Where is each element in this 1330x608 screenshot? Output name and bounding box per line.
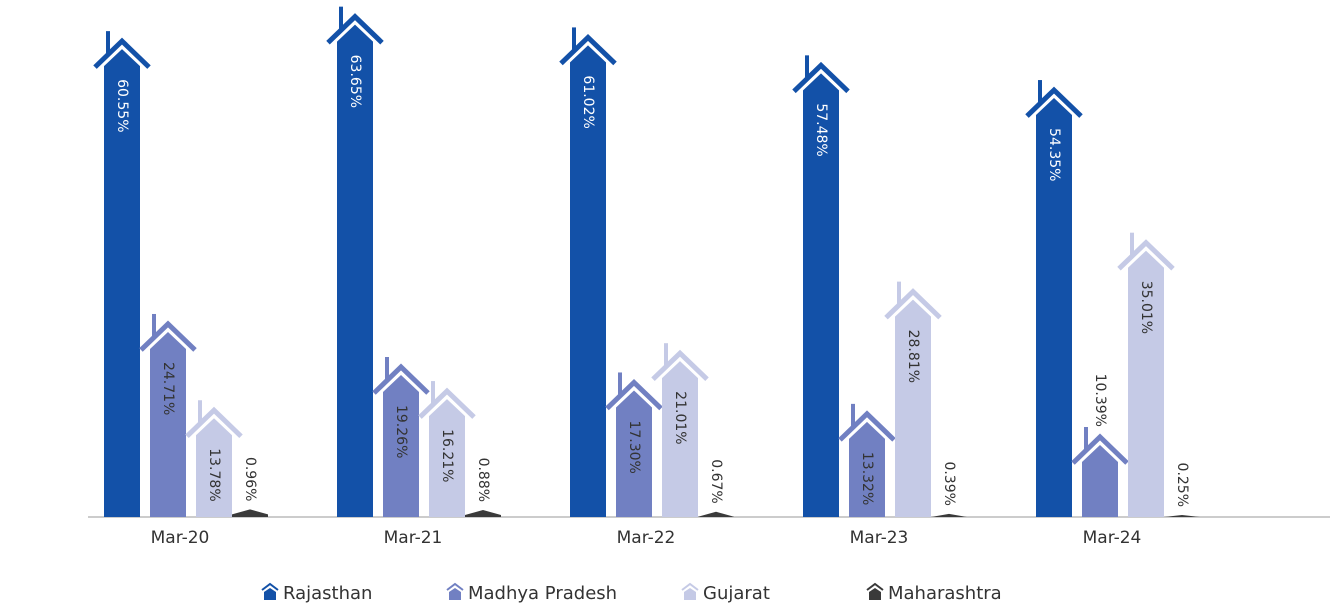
house-bar [662,361,698,517]
value-label: 13.32% [859,452,875,505]
house-roof [1071,433,1129,465]
house-bar [232,509,268,517]
house-bar [196,418,232,517]
legend-icon [264,588,276,600]
house-roof [185,406,243,439]
legend-roof [866,582,884,591]
house-roof [792,61,850,94]
legend-roof [261,582,279,591]
value-label: 19.26% [393,405,409,458]
house-bar [570,45,606,518]
legend-icon [684,588,696,600]
house-roof [139,320,197,352]
house-bar [465,510,501,517]
value-label: 17.30% [626,420,642,473]
house-roof [326,13,384,45]
house-bar [616,390,652,517]
legend-label: Madhya Pradesh [468,583,617,604]
house-roof [605,378,663,411]
house-bar [1082,444,1118,517]
legend-label: Gujarat [703,583,770,604]
legend-item: Madhya Pradesh [446,582,617,604]
house-roof [418,387,476,419]
house-bar [383,374,419,517]
house-roof [93,37,151,69]
legend-roof [681,582,699,591]
value-label: 10.39% [1092,374,1108,427]
house-bar [1036,98,1072,518]
house-bar [1128,250,1164,517]
legend-label: Rajasthan [283,583,372,604]
legend-label: Maharashtra [888,583,1002,604]
legend-icon [869,588,881,600]
house-roof [651,349,709,381]
value-label: 54.35% [1046,128,1062,181]
house-roof [559,33,617,66]
x-tick-label: Mar-23 [850,528,909,548]
house-bar [931,513,967,517]
value-label: 0.88% [475,458,491,502]
value-label: 28.81% [905,330,921,383]
legend-icon [449,588,461,600]
legend-item: Rajasthan [261,582,372,604]
value-label: 60.55% [114,79,130,132]
value-label: 13.78% [206,448,222,501]
value-label: 57.48% [813,103,829,156]
value-label: 0.96% [242,457,258,501]
house-bar [337,24,373,518]
value-label: 61.02% [580,75,596,128]
house-roof [1117,239,1175,271]
x-tick-label: Mar-24 [1083,528,1142,548]
house-bar [1164,515,1200,517]
value-label: 24.71% [160,362,176,415]
legend-roof [446,582,464,591]
house-bar [698,511,734,517]
legend-item: Maharashtra [866,582,1002,604]
house-bar [849,421,885,517]
value-label: 0.67% [708,459,724,503]
house-bar [104,49,140,518]
house-bar [803,73,839,517]
house-roof [372,363,430,395]
value-label: 16.21% [439,429,455,482]
house-bar [150,331,186,517]
value-label: 21.01% [672,391,688,444]
legend-item: Gujarat [681,582,770,604]
house-bar [895,299,931,517]
house-roof [838,410,896,442]
x-tick-label: Mar-21 [384,528,443,548]
value-label: 63.65% [347,55,363,108]
value-label: 0.39% [941,461,957,505]
house-bar [429,399,465,517]
house-roof [884,288,942,320]
x-tick-label: Mar-22 [617,528,676,548]
x-tick-label: Mar-20 [151,528,210,548]
house-roof [1025,86,1083,118]
value-label: 35.01% [1138,281,1154,334]
value-label: 0.25% [1174,463,1190,507]
